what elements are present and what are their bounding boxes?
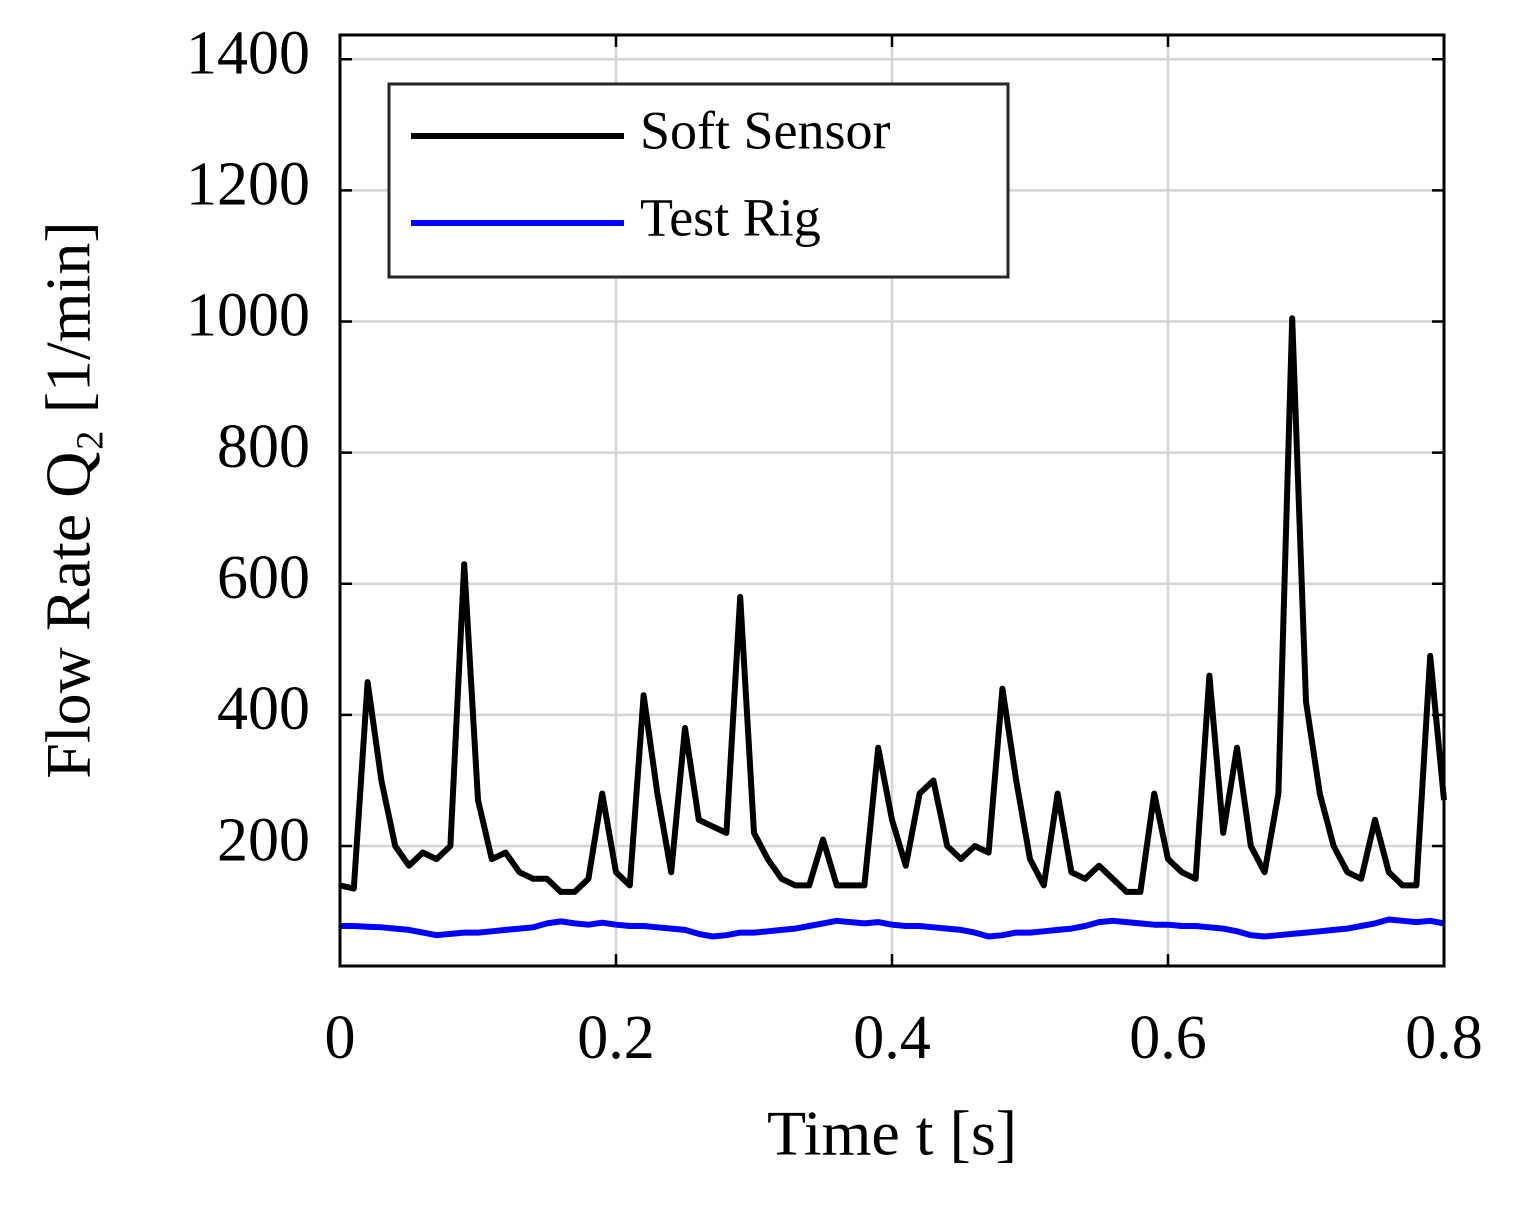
x-tick-label: 0.6: [1129, 1004, 1207, 1072]
data-line: [340, 916, 1445, 940]
y-tick-label: 1000: [186, 282, 310, 350]
x-tick-label: 0.2: [577, 1004, 655, 1072]
legend-label: Test Rig: [640, 187, 821, 247]
y-tick-label: 600: [217, 544, 310, 612]
y-tick-label: 1400: [186, 19, 310, 87]
x-tick-label: 0: [325, 1004, 356, 1072]
x-tick-label: 0.4: [853, 1004, 931, 1072]
y-tick-label: 200: [217, 806, 310, 874]
legend-label: Soft Sensor: [640, 100, 891, 160]
x-axis-label: Time t [s]: [767, 1098, 1017, 1169]
y-axis-label: Flow Rate Q₂ [1/min]: [33, 221, 104, 778]
plot-frame: [338, 33, 1446, 968]
y-tick-label: 800: [217, 413, 310, 481]
data-line: [339, 315, 1447, 895]
y-tick-label: 1200: [186, 151, 310, 219]
y-tick-label: 400: [217, 675, 310, 743]
x-tick-label: 0.8: [1405, 1004, 1483, 1072]
legend-box: [387, 82, 1010, 279]
